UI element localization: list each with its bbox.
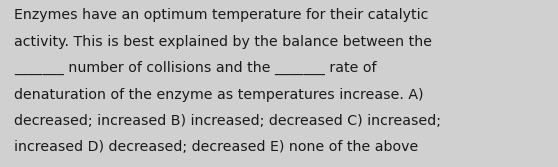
Text: activity. This is best explained by the balance between the: activity. This is best explained by the … [14, 35, 432, 49]
Text: _______ number of collisions and the _______ rate of: _______ number of collisions and the ___… [14, 61, 377, 75]
Text: decreased; increased B) increased; decreased C) increased;: decreased; increased B) increased; decre… [14, 114, 441, 128]
Text: Enzymes have an optimum temperature for their catalytic: Enzymes have an optimum temperature for … [14, 8, 429, 22]
Text: increased D) decreased; decreased E) none of the above: increased D) decreased; decreased E) non… [14, 140, 418, 154]
Text: denaturation of the enzyme as temperatures increase. A): denaturation of the enzyme as temperatur… [14, 88, 424, 102]
